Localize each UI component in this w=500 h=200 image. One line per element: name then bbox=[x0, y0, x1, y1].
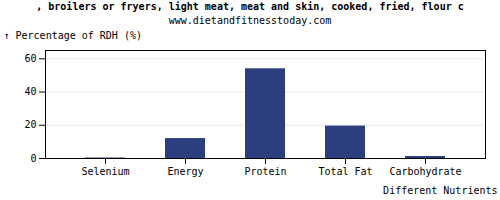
html-text:, broilers or fryers, light me: , broilers or fryers, light meat, meat a… bbox=[36, 1, 464, 12]
svg-text:Protein: Protein bbox=[244, 166, 286, 177]
svg-text:40: 40 bbox=[24, 86, 36, 97]
svg-text:Carbohydrate: Carbohydrate bbox=[389, 166, 461, 177]
svg-text:0: 0 bbox=[30, 153, 36, 164]
html-text:www.dietandfitnesstoday.com: www.dietandfitnesstoday.com bbox=[168, 15, 332, 26]
svg-text:Energy: Energy bbox=[167, 166, 203, 177]
svg-text:20: 20 bbox=[24, 119, 36, 130]
svg-text:60: 60 bbox=[24, 53, 36, 64]
svg-text:Total Fat: Total Fat bbox=[318, 166, 372, 177]
svg-text:Different Nutrients: Different Nutrients bbox=[383, 185, 497, 196]
svg-text:↑ Percentage of RDH (%): ↑ Percentage of RDH (%) bbox=[4, 30, 142, 41]
svg-text:Selenium: Selenium bbox=[81, 166, 129, 177]
